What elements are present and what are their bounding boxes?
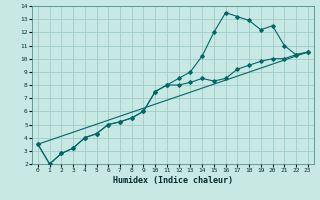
X-axis label: Humidex (Indice chaleur): Humidex (Indice chaleur) [113, 176, 233, 185]
